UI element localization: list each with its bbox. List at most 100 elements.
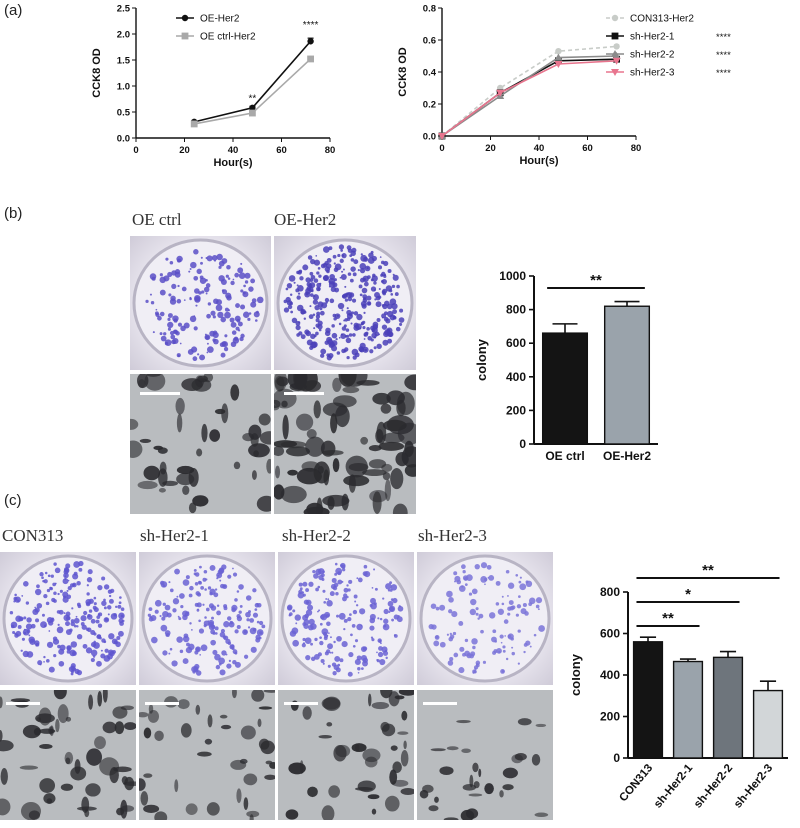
colony-dot [252, 612, 259, 618]
colony-dot [507, 606, 512, 611]
colony-dot [100, 649, 103, 652]
colony-dot [176, 298, 182, 304]
colony-dot [78, 567, 83, 572]
colony-dot [20, 649, 23, 652]
colony-dot [501, 595, 504, 598]
colony-blob [246, 810, 260, 818]
colony-dot [217, 311, 224, 319]
colony-blob [428, 805, 439, 812]
colony-dot [237, 329, 241, 332]
colony-blob [367, 794, 380, 800]
colony-dot [329, 274, 336, 280]
colony-dot [69, 628, 73, 632]
cck8-chart-oe: 0.0 0.5 1.0 1.5 2.0 2.5 0 20 40 60 80 Hour(s) CCK8 O… [91, 4, 335, 170]
colony-dot [28, 634, 31, 637]
colony-dot [341, 640, 348, 648]
colony-dot [240, 262, 243, 265]
scale-bar [6, 702, 40, 705]
colony-dot [352, 272, 357, 277]
colony-dot [231, 646, 235, 651]
y-tick-label: 0 [519, 437, 526, 451]
colony-dot [342, 293, 348, 299]
colony-dot [325, 263, 332, 269]
colony-dot [216, 604, 220, 607]
colony-dot [54, 567, 61, 574]
colony-blob [256, 495, 271, 512]
colony-blob [177, 699, 190, 710]
colony-blob [313, 400, 321, 419]
colony-blob [535, 723, 547, 728]
colony-dot [309, 305, 312, 308]
data-point [555, 57, 562, 65]
colony-dot [331, 662, 337, 667]
colony-blob [144, 374, 166, 391]
colony-blob [303, 380, 322, 392]
colony-dot [497, 608, 505, 615]
colony-dot [176, 636, 183, 643]
colony-blob [239, 758, 248, 764]
colony-blob [295, 413, 314, 431]
colony-dot [41, 613, 45, 617]
colony-dot [23, 616, 27, 620]
colony-dot [343, 627, 346, 631]
colony-blob [176, 413, 183, 433]
colony-blob [517, 718, 532, 726]
colony-dot [392, 274, 399, 281]
colony-dot [372, 321, 379, 328]
colony-dot [300, 334, 306, 340]
colony-dot [303, 623, 309, 629]
caption-sh-her2-1: sh-Her2-1 [140, 526, 209, 545]
x-tick-label: 0 [133, 145, 138, 156]
colony-dot [342, 268, 345, 271]
colony-dot [258, 636, 262, 640]
bar [712, 656, 744, 759]
colony-blob [287, 469, 298, 476]
colony-dot [507, 633, 514, 640]
colony-dot [331, 651, 334, 654]
colony-dot [96, 660, 102, 667]
colony-dot [104, 617, 109, 622]
colony-dot [189, 315, 197, 323]
colony-dot [182, 579, 190, 586]
colony-dot [80, 622, 85, 626]
colony-dot [494, 640, 497, 643]
colony-dot [373, 289, 376, 292]
data-point [307, 38, 314, 45]
y-tick-label: 2.0 [117, 30, 130, 41]
colony-dot [194, 650, 199, 655]
colony-dot [93, 602, 97, 606]
x-tick-label: 80 [631, 143, 642, 154]
colony-dot [285, 287, 289, 291]
colony-dot [482, 660, 487, 664]
colony-dot [172, 598, 180, 605]
caption-oe-her2: OE-Her2 [274, 210, 337, 229]
colony-dot [309, 271, 314, 276]
colony-dot [320, 348, 327, 355]
colony-dot [221, 341, 228, 348]
colony-dot [244, 280, 249, 284]
colony-dot [193, 249, 199, 255]
series-line [441, 55, 617, 137]
colony-dot [194, 581, 199, 586]
colony-blob [390, 745, 398, 751]
colony-dot [53, 591, 57, 596]
colony-dot [236, 318, 241, 323]
colony-dot [215, 664, 221, 670]
colony-dot [350, 266, 356, 272]
colony-dot [352, 333, 356, 337]
colony-dot [486, 564, 492, 570]
colony-dot [101, 600, 107, 606]
colony-dot [350, 258, 355, 262]
colony-dot [198, 619, 201, 623]
colony-dot [341, 254, 345, 257]
colony-dot [115, 605, 118, 609]
colony-dot [351, 624, 356, 628]
colony-dot [374, 587, 378, 591]
colony-dot [177, 284, 180, 288]
x-tick-label: 60 [276, 145, 287, 156]
colony-dot [234, 272, 240, 278]
colony-dot [369, 349, 374, 354]
colony-blob [360, 436, 369, 445]
colony-dot [295, 622, 298, 625]
colony-dot [34, 606, 36, 609]
